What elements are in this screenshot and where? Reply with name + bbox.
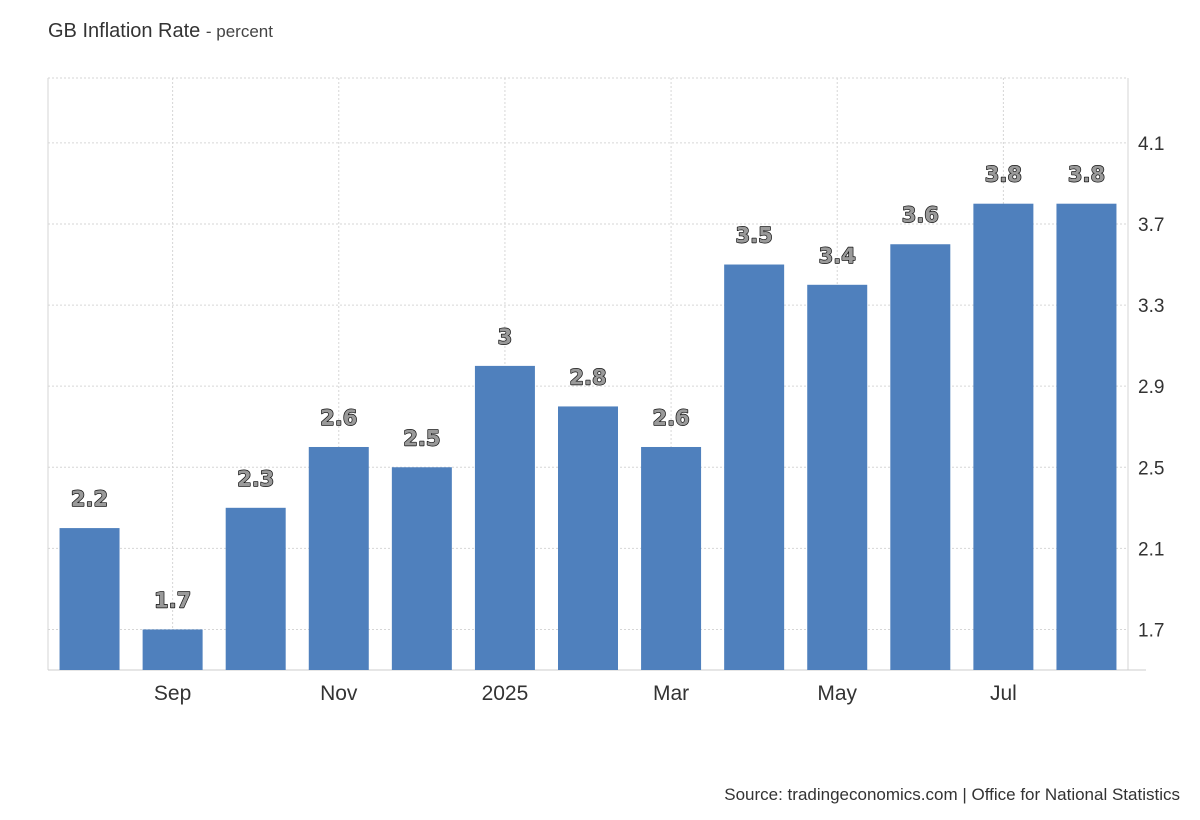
data-labels: 2.2 1.7 2.3 2.6 2.5 3 2.8 2.6 3.5 3.4 3.6 3.8 3.8 xyxy=(70,162,1106,613)
y-tick-label: 1.7 xyxy=(1138,620,1164,641)
data-label: 3 xyxy=(498,325,513,349)
bar xyxy=(225,507,286,670)
x-tick-label: 2025 xyxy=(482,682,529,705)
y-tick-label: 4.1 xyxy=(1138,134,1164,155)
y-tick-label: 3.7 xyxy=(1138,215,1164,236)
bar xyxy=(890,244,951,670)
bar xyxy=(973,203,1034,671)
y-tick-label: 2.5 xyxy=(1138,458,1164,479)
bar xyxy=(59,528,120,670)
bar xyxy=(807,284,868,670)
data-label: 2.6 xyxy=(652,406,689,430)
bars xyxy=(59,203,1117,671)
bar xyxy=(308,446,369,670)
data-label: 2.2 xyxy=(71,487,108,511)
y-tick-label: 3.3 xyxy=(1138,296,1164,317)
x-tick-label: Mar xyxy=(653,682,689,705)
x-tick-label: Nov xyxy=(320,682,358,705)
y-tick-label: 2.1 xyxy=(1138,539,1164,560)
bar xyxy=(724,264,785,670)
data-label: 2.5 xyxy=(403,426,440,450)
y-tick-labels: 1.7 2.1 2.5 2.9 3.3 3.7 4.1 xyxy=(1138,134,1164,642)
data-label: 3.6 xyxy=(902,203,939,227)
bar xyxy=(474,365,535,670)
data-label: 3.8 xyxy=(985,163,1022,187)
data-label: 3.4 xyxy=(819,244,856,268)
data-label: 2.3 xyxy=(237,467,274,491)
bar xyxy=(558,406,618,670)
bar xyxy=(641,446,702,670)
y-tick-label: 2.9 xyxy=(1138,377,1164,398)
x-tick-label: Sep xyxy=(154,682,191,705)
chart-title-text: GB Inflation Rate xyxy=(48,20,201,42)
data-label: 2.8 xyxy=(569,365,606,389)
data-label: 3.5 xyxy=(736,224,773,248)
data-label: 2.6 xyxy=(320,406,357,430)
x-tick-label: May xyxy=(817,682,857,705)
data-label: 1.7 xyxy=(154,588,191,612)
chart-title: GB Inflation Rate - percent xyxy=(48,20,273,43)
bar xyxy=(391,467,452,670)
bar xyxy=(1056,203,1117,671)
data-label: 3.8 xyxy=(1068,163,1105,187)
x-tick-labels: Sep Nov 2025 Mar May Jul xyxy=(154,682,1017,705)
bar xyxy=(142,629,203,670)
source-note: Source: tradingeconomics.com | Office fo… xyxy=(724,785,1180,804)
x-tick-label: Jul xyxy=(990,682,1017,705)
chart-unit: - percent xyxy=(205,22,273,41)
